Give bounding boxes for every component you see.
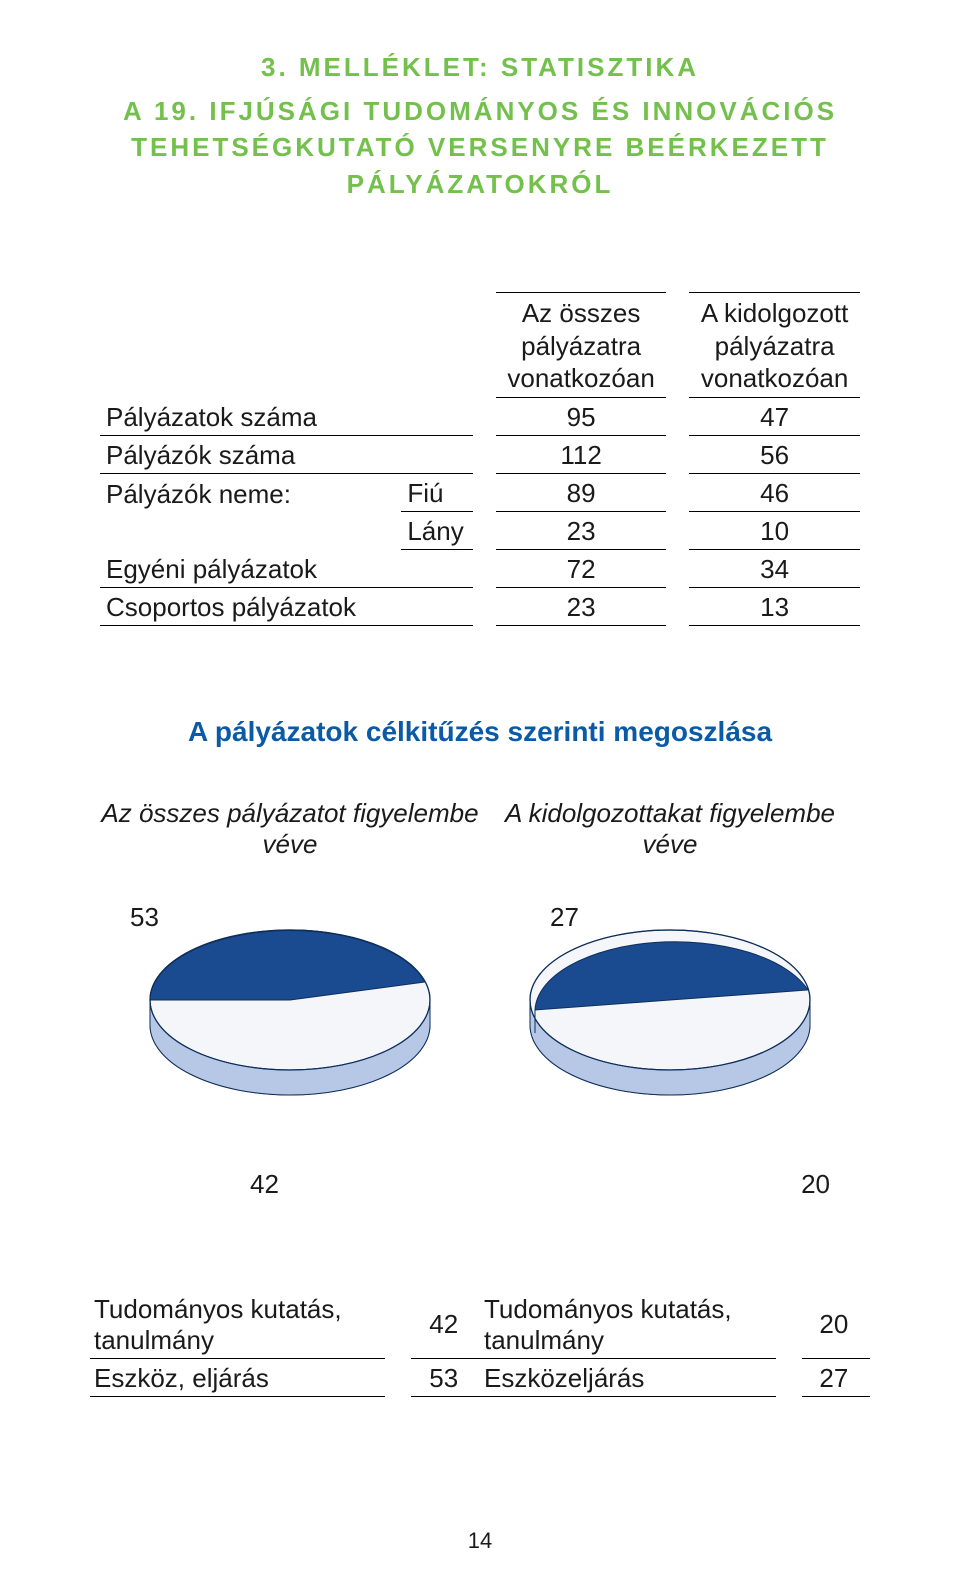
- cell: 89: [496, 474, 667, 512]
- table-row: Pályázók száma 112 56: [100, 436, 860, 474]
- cell: 95: [496, 398, 667, 436]
- table-row: Tudományos kutatás, tanulmány 20: [480, 1290, 870, 1359]
- row-sublabel: Fiú: [401, 474, 473, 512]
- legend-value: 42: [411, 1290, 480, 1359]
- row-label: Csoportos pályázatok: [100, 588, 473, 626]
- row-label: Pályázatok száma: [100, 398, 473, 436]
- legend-table-right: Tudományos kutatás, tanulmány 20 Eszköze…: [480, 1290, 870, 1397]
- legend-table-left: Tudományos kutatás, tanulmány 42 Eszköz,…: [90, 1290, 480, 1397]
- table-row: Pályázatok száma 95 47: [100, 398, 860, 436]
- table-row: Tudományos kutatás, tanulmány 42: [90, 1290, 480, 1359]
- chart-right: A kidolgozottakat figyelembe véve 27 20: [480, 798, 860, 1210]
- legend-label: Tudományos kutatás, tanulmány: [480, 1290, 776, 1359]
- table-row: Csoportos pályázatok 23 13: [100, 588, 860, 626]
- legend-row: Tudományos kutatás, tanulmány 42 Eszköz,…: [90, 1290, 870, 1397]
- pie-chart-icon: [510, 910, 830, 1130]
- cell: 47: [689, 398, 860, 436]
- row-label: Pályázók száma: [100, 436, 473, 474]
- cell: 13: [689, 588, 860, 626]
- stats-table: Az összes pályázatra vonatkozóan A kidol…: [100, 292, 860, 626]
- table-row: Egyéni pályázatok 72 34: [100, 550, 860, 588]
- legend-label: Eszközeljárás: [480, 1359, 776, 1397]
- pie-label-top: 53: [130, 902, 159, 933]
- cell: 112: [496, 436, 667, 474]
- section-title: A pályázatok célkitűzés szerinti megoszl…: [80, 716, 880, 748]
- chart-caption: A kidolgozottakat figyelembe véve: [480, 798, 860, 860]
- legend-label: Eszköz, eljárás: [90, 1359, 385, 1397]
- pie-chart-icon: [130, 910, 450, 1130]
- legend-value: 27: [802, 1359, 870, 1397]
- cell: 23: [496, 588, 667, 626]
- row-sublabel: Lány: [401, 512, 473, 550]
- page-title-sub: A 19. IFJÚSÁGI TUDOMÁNYOS ÉS INNOVÁCIÓS …: [80, 93, 880, 202]
- charts-row: Az összes pályázatot figyelembe véve 53: [100, 798, 860, 1210]
- legend-label: Tudományos kutatás, tanulmány: [90, 1290, 385, 1359]
- cell: 72: [496, 550, 667, 588]
- table-row: Eszközeljárás 27: [480, 1359, 870, 1397]
- pie-label-top: 27: [550, 902, 579, 933]
- col-header-1: Az összes pályázatra vonatkozóan: [496, 292, 667, 398]
- table-header-row: Az összes pályázatra vonatkozóan A kidol…: [100, 292, 860, 398]
- table-row: Lány 23 10: [100, 512, 860, 550]
- cell: 46: [689, 474, 860, 512]
- cell: 56: [689, 436, 860, 474]
- pie-label-bottom: 42: [250, 1169, 279, 1200]
- cell: 34: [689, 550, 860, 588]
- cell: 23: [496, 512, 667, 550]
- pie-label-bottom: 20: [801, 1169, 830, 1200]
- row-label: Pályázók neme:: [100, 474, 401, 512]
- chart-caption: Az összes pályázatot figyelembe véve: [100, 798, 480, 860]
- table-row: Pályázók neme: Fiú 89 46: [100, 474, 860, 512]
- cell: 10: [689, 512, 860, 550]
- col-header-2: A kidolgozott pályázatra vonatkozóan: [689, 292, 860, 398]
- page-number: 14: [0, 1528, 960, 1554]
- page: 3. MELLÉKLET: STATISZTIKA A 19. IFJÚSÁGI…: [0, 0, 960, 1584]
- chart-left: Az összes pályázatot figyelembe véve 53: [100, 798, 480, 1210]
- chart-holder: 27 20: [480, 910, 860, 1210]
- chart-holder: 53 42: [100, 910, 480, 1210]
- legend-value: 20: [802, 1290, 870, 1359]
- table-row: Eszköz, eljárás 53: [90, 1359, 480, 1397]
- legend-value: 53: [411, 1359, 480, 1397]
- page-title-main: 3. MELLÉKLET: STATISZTIKA: [80, 52, 880, 83]
- row-label: Egyéni pályázatok: [100, 550, 473, 588]
